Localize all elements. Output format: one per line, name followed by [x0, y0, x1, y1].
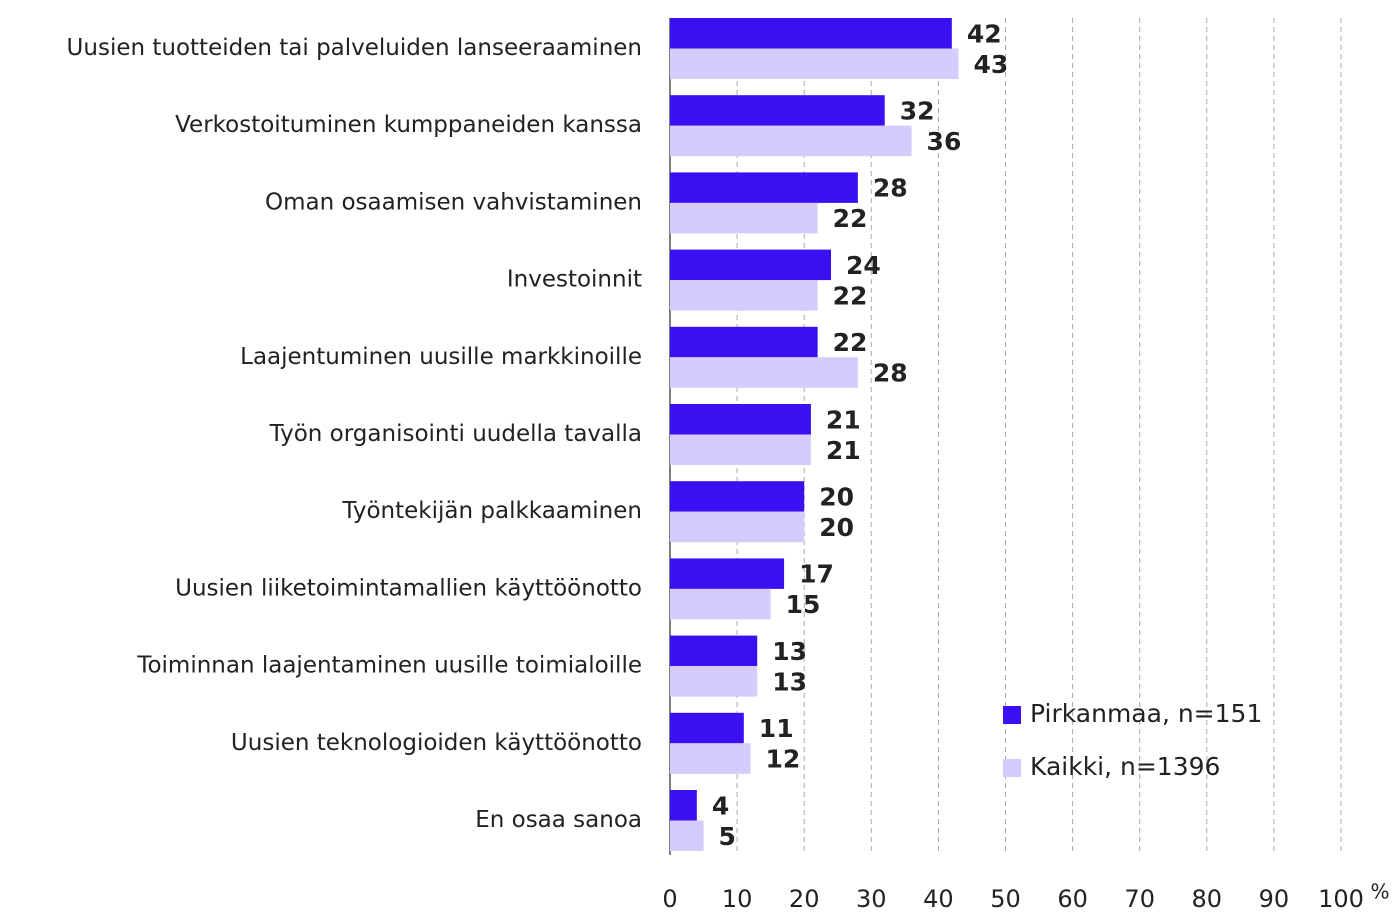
- x-tick-label: 80: [1192, 885, 1223, 913]
- value-label: 21: [826, 405, 861, 434]
- bar: [670, 558, 785, 589]
- x-tick-label: 30: [856, 885, 887, 913]
- bar: [670, 18, 952, 49]
- bar: [670, 511, 805, 543]
- bar: [670, 95, 885, 126]
- category-label: Investoinnit: [507, 267, 642, 293]
- bar: [670, 820, 704, 851]
- value-label: 32: [900, 96, 935, 125]
- bar: [670, 357, 858, 388]
- x-tick-label: 50: [990, 885, 1021, 913]
- value-label: 36: [927, 127, 962, 156]
- legend-swatch: [1003, 706, 1021, 724]
- x-tick-label: 0: [662, 885, 677, 913]
- bar: [670, 635, 758, 667]
- value-label: 28: [873, 359, 908, 388]
- legend-swatch: [1003, 759, 1021, 777]
- bar: [670, 172, 858, 203]
- value-label: 5: [719, 822, 736, 851]
- value-label: 21: [826, 436, 861, 465]
- value-label: 17: [799, 560, 834, 589]
- value-label: 12: [766, 745, 801, 774]
- x-tick-label: 40: [923, 885, 954, 913]
- value-label: 20: [819, 482, 854, 511]
- category-label: Työn organisointi uudella tavalla: [269, 421, 642, 447]
- category-label: Uusien tuotteiden tai palveluiden lansee…: [67, 35, 642, 61]
- bar: [670, 790, 697, 821]
- bar: [670, 48, 959, 79]
- legend-label: Pirkanmaa, n=151: [1030, 699, 1262, 728]
- bar: [670, 404, 811, 435]
- value-label: 13: [772, 637, 807, 666]
- bar: [670, 249, 832, 281]
- bar: [670, 202, 818, 234]
- x-tick-label: 70: [1124, 885, 1155, 913]
- category-label: Laajentuminen uusille markkinoille: [240, 344, 642, 370]
- value-label: 22: [833, 281, 868, 310]
- category-label: Uusien teknologioiden käyttöönotto: [231, 730, 642, 756]
- value-label: 22: [833, 204, 868, 233]
- legend-label: Kaikki, n=1396: [1030, 752, 1220, 781]
- bar: [670, 125, 912, 157]
- bar: [670, 588, 771, 620]
- bar: [670, 481, 805, 512]
- x-tick-label: 20: [789, 885, 820, 913]
- value-label: 15: [786, 590, 821, 619]
- value-label: 20: [819, 513, 854, 542]
- category-label: En osaa sanoa: [475, 807, 642, 833]
- value-label: 22: [833, 328, 868, 357]
- bar: [670, 434, 811, 465]
- bar: [670, 326, 818, 358]
- category-label: Verkostoituminen kumppaneiden kanssa: [175, 112, 642, 138]
- x-tick-label: 10: [722, 885, 753, 913]
- x-tick-label: 90: [1259, 885, 1290, 913]
- category-label: Oman osaamisen vahvistaminen: [265, 189, 642, 215]
- value-label: 11: [759, 714, 794, 743]
- category-label: Toiminnan laajentaminen uusille toimialo…: [136, 653, 642, 679]
- value-label: 28: [873, 174, 908, 203]
- value-label: 13: [772, 667, 807, 696]
- x-tick-label: 100: [1318, 885, 1364, 913]
- value-label: 4: [712, 791, 729, 820]
- bar: [670, 666, 758, 697]
- value-label: 43: [974, 50, 1009, 79]
- bar: [670, 712, 744, 744]
- x-axis-label: %: [1370, 880, 1389, 904]
- bar: [670, 280, 818, 311]
- category-label: Uusien liiketoimintamallien käyttöönotto: [175, 575, 642, 601]
- bar: [670, 743, 751, 774]
- value-label: 42: [967, 19, 1002, 48]
- category-label: Työntekijän palkkaaminen: [341, 498, 642, 524]
- value-label: 24: [846, 251, 881, 280]
- x-tick-label: 60: [1057, 885, 1088, 913]
